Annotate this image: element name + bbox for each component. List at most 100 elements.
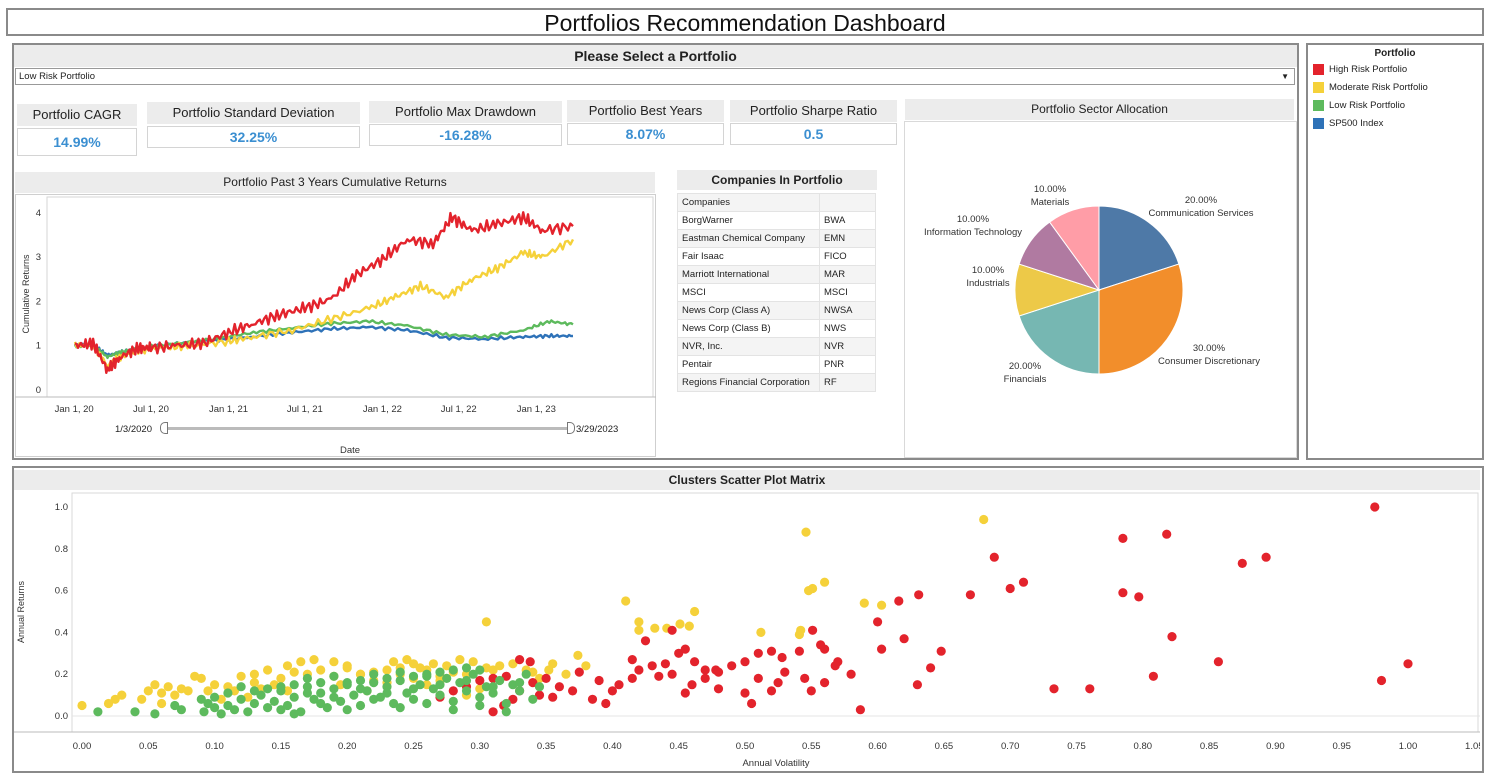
scatter-point[interactable] <box>780 667 790 677</box>
scatter-point[interactable] <box>223 682 233 692</box>
scatter-point[interactable] <box>236 671 246 681</box>
scatter-point[interactable] <box>302 682 312 692</box>
scatter-point[interactable] <box>355 700 366 711</box>
scatter-point[interactable] <box>690 657 700 667</box>
scatter-point[interactable] <box>488 688 498 698</box>
scatter-point[interactable] <box>794 646 805 656</box>
scatter-point[interactable] <box>634 625 644 635</box>
pie-slice[interactable] <box>1048 205 1100 292</box>
returns-line-chart[interactable]: 0 1 2 3 4 Jan 1, 20 Jul 1, 20 Jan 1, 21 Jul 1, 2… <box>15 194 656 457</box>
scatter-point[interactable] <box>894 596 904 606</box>
scatter-point[interactable] <box>713 684 724 694</box>
scatter-point[interactable] <box>747 698 757 709</box>
scatter-point[interactable] <box>408 659 419 669</box>
scatter-point[interactable] <box>581 661 591 671</box>
scatter-point[interactable] <box>77 700 87 711</box>
scatter-point[interactable] <box>276 682 286 692</box>
scatter-point[interactable] <box>801 527 811 537</box>
scatter-point[interactable] <box>448 686 458 696</box>
scatter-point[interactable] <box>621 596 631 606</box>
scatter-point[interactable] <box>859 598 869 608</box>
scatter-point[interactable] <box>607 686 618 696</box>
scatter-point[interactable] <box>342 678 352 688</box>
scatter-point[interactable] <box>1018 577 1029 587</box>
scatter-point[interactable] <box>428 659 438 669</box>
pie-slice[interactable] <box>1098 205 1180 291</box>
scatter-point[interactable] <box>680 644 690 654</box>
scatter-point[interactable] <box>157 688 167 698</box>
scatter-point[interactable] <box>203 698 213 709</box>
scatter-point[interactable] <box>110 694 120 704</box>
series-line-0[interactable] <box>74 211 574 375</box>
scatter-point[interactable] <box>369 694 379 704</box>
scatter-point[interactable] <box>408 684 419 694</box>
scatter-point[interactable] <box>422 680 432 690</box>
scatter-point[interactable] <box>501 707 511 717</box>
scatter-point[interactable] <box>687 680 697 690</box>
scatter-point[interactable] <box>899 634 909 644</box>
scatter-point[interactable] <box>675 619 685 629</box>
scatter-point[interactable] <box>289 692 299 702</box>
date-slider-track[interactable] <box>165 427 571 430</box>
scatter-point[interactable] <box>176 705 186 715</box>
scatter-point[interactable] <box>282 686 293 696</box>
scatter-point[interactable] <box>573 650 583 660</box>
scatter-point[interactable] <box>117 690 127 700</box>
scatter-point[interactable] <box>289 680 299 690</box>
scatter-point[interactable] <box>170 690 180 700</box>
scatter-point[interactable] <box>541 673 551 683</box>
scatter-point[interactable] <box>276 673 286 683</box>
scatter-point[interactable] <box>877 600 887 610</box>
scatter-point[interactable] <box>329 671 339 681</box>
scatter-point[interactable] <box>521 669 531 679</box>
scatter-point[interactable] <box>210 680 220 690</box>
scatter-point[interactable] <box>820 678 830 688</box>
scatter-point[interactable] <box>229 705 240 715</box>
scatter-point[interactable] <box>820 577 830 587</box>
scatter-point[interactable] <box>601 698 611 709</box>
scatter-point[interactable] <box>316 688 326 698</box>
scatter-point[interactable] <box>877 644 887 654</box>
scatter-point[interactable] <box>481 617 491 627</box>
scatter-point[interactable] <box>700 665 710 675</box>
scatter-point[interactable] <box>654 671 664 681</box>
scatter-point[interactable] <box>1213 657 1223 667</box>
scatter-point[interactable] <box>203 686 213 696</box>
scatter-point[interactable] <box>806 686 816 696</box>
scatter-point[interactable] <box>170 700 180 711</box>
scatter-point[interactable] <box>382 682 392 692</box>
scatter-point[interactable] <box>223 700 233 711</box>
scatter-point[interactable] <box>495 675 505 686</box>
scatter-point[interactable] <box>249 678 259 688</box>
scatter-point[interactable] <box>236 682 246 692</box>
scatter-point[interactable] <box>349 690 359 700</box>
scatter-point[interactable] <box>448 696 458 706</box>
scatter-point[interactable] <box>199 707 209 717</box>
legend-item-low[interactable]: Low Risk Portfolio <box>1313 100 1405 114</box>
scatter-point[interactable] <box>176 684 186 694</box>
scatter-point[interactable] <box>1403 659 1413 669</box>
scatter-point[interactable] <box>408 671 419 681</box>
scatter-point[interactable] <box>395 703 405 713</box>
scatter-point[interactable] <box>989 552 999 562</box>
scatter-point[interactable] <box>402 688 412 698</box>
scatter-point[interactable] <box>926 663 936 673</box>
scatter-point[interactable] <box>263 703 273 713</box>
scatter-point[interactable] <box>614 680 624 690</box>
scatter-point[interactable] <box>634 617 644 627</box>
scatter-point[interactable] <box>1049 684 1059 694</box>
scatter-point[interactable] <box>402 655 412 665</box>
scatter-point[interactable] <box>647 661 657 671</box>
scatter-point[interactable] <box>634 665 644 675</box>
scatter-point[interactable] <box>830 661 840 671</box>
scatter-point[interactable] <box>461 675 472 686</box>
scatter-point[interactable] <box>236 694 246 704</box>
scatter-point[interactable] <box>808 625 818 635</box>
pie-slice[interactable] <box>1018 289 1100 375</box>
scatter-point[interactable] <box>369 669 379 679</box>
scatter-point[interactable] <box>488 707 498 717</box>
scatter-point[interactable] <box>322 703 332 713</box>
scatter-point[interactable] <box>316 665 326 675</box>
scatter-point[interactable] <box>680 688 690 698</box>
scatter-point[interactable] <box>355 684 366 694</box>
